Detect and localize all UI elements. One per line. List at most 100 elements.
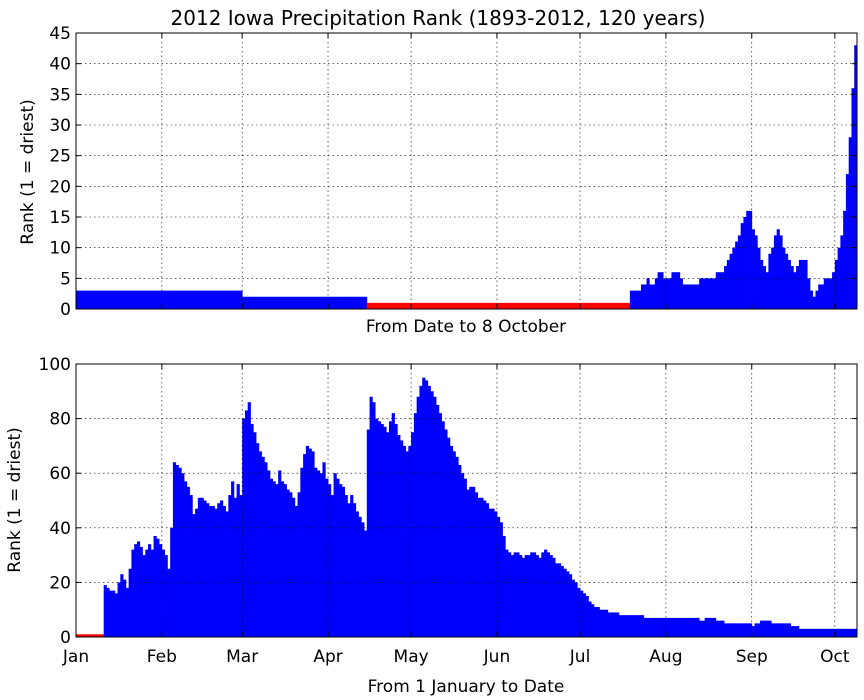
xtick-label-May: May xyxy=(394,647,429,667)
bar-p2-33 xyxy=(164,555,168,637)
ytick-label-p2-60: 60 xyxy=(49,464,71,484)
bar-p1-247 xyxy=(757,247,761,309)
bar-p1-106 xyxy=(366,302,631,309)
bar-p2-13 xyxy=(109,590,116,637)
bar-p2-152 xyxy=(494,511,498,637)
bar-p1-216 xyxy=(671,272,681,309)
bar-p1-276 xyxy=(837,247,841,309)
bar-p2-161 xyxy=(519,555,523,637)
bar-p2-142 xyxy=(466,489,470,637)
bar-p1-280 xyxy=(848,137,852,309)
bar-p2-94 xyxy=(333,473,337,637)
bars-layer xyxy=(76,45,858,637)
bar-p2-111 xyxy=(380,424,384,637)
bar-p1-241 xyxy=(740,223,744,309)
bar-p2-104 xyxy=(361,522,365,637)
bar-p2-51 xyxy=(214,508,218,637)
ytick-label-p2-80: 80 xyxy=(49,410,71,430)
bar-p2-132 xyxy=(438,413,442,637)
bar-p2-168 xyxy=(538,557,542,637)
bar-p2-172 xyxy=(549,555,553,637)
bar-p2-165 xyxy=(530,552,537,637)
bar-p1-243 xyxy=(746,210,753,309)
bar-p2-32 xyxy=(161,549,166,637)
bar-p2-145 xyxy=(474,492,478,637)
bar-p2-135 xyxy=(447,437,451,637)
bar-p2-65 xyxy=(253,432,257,637)
bar-p1-242 xyxy=(743,217,747,309)
bar-p2-140 xyxy=(460,473,465,637)
bar-p2-88 xyxy=(316,470,321,637)
bar-p2-105 xyxy=(364,530,368,637)
ytick-label-p1-30: 30 xyxy=(49,116,71,136)
bar-p2-97 xyxy=(341,486,346,637)
bar-p2-129 xyxy=(430,391,434,637)
bar-p1-260 xyxy=(793,272,797,309)
bar-p2-118 xyxy=(400,440,404,637)
bar-p2-262 xyxy=(798,628,858,637)
bar-p2-139 xyxy=(458,465,462,637)
bar-p2-86 xyxy=(311,451,315,637)
bar-p2-131 xyxy=(436,404,440,637)
bar-p2-153 xyxy=(496,516,501,637)
bar-p1-201 xyxy=(629,290,642,309)
bar-p1-213 xyxy=(663,278,672,309)
bar-p2-59 xyxy=(236,484,240,637)
bar-p1-237 xyxy=(729,253,733,309)
bar-p2-89 xyxy=(319,473,323,637)
bar-p2-246 xyxy=(754,623,761,637)
bar-p1-267 xyxy=(812,296,816,309)
bar-p2-154 xyxy=(499,522,503,637)
bar-p2-69 xyxy=(264,462,268,637)
bar-p2-122 xyxy=(411,432,415,637)
bar-p2-125 xyxy=(419,385,423,637)
bar-p2-93 xyxy=(330,495,334,637)
bar-p1-259 xyxy=(790,266,794,309)
bar-p2-1 xyxy=(76,634,105,637)
bar-p2-17 xyxy=(120,574,124,637)
bar-p2-169 xyxy=(541,552,545,637)
bar-p2-173 xyxy=(552,557,556,637)
bar-p2-110 xyxy=(377,421,382,637)
bar-p2-130 xyxy=(433,396,437,637)
bar-p2-74 xyxy=(278,470,282,637)
bar-p2-232 xyxy=(715,620,725,637)
ytick-label-p2-40: 40 xyxy=(49,519,71,539)
bar-p1-279 xyxy=(845,174,850,309)
bar-p2-134 xyxy=(444,429,448,637)
xtick-label-Jun: Jun xyxy=(483,647,511,667)
ytick-label-p1-5: 5 xyxy=(60,269,71,289)
xtick-label-Aug: Aug xyxy=(649,647,682,667)
bar-p2-99 xyxy=(347,503,351,637)
bar-p2-235 xyxy=(724,623,753,637)
bar-p2-41 xyxy=(186,486,190,637)
bar-p1-240 xyxy=(737,235,742,309)
bar-p2-180 xyxy=(571,579,575,637)
chart-title: 2012 Iowa Precipitation Rank (1893-2012,… xyxy=(171,6,706,30)
bar-p2-54 xyxy=(222,505,226,637)
bar-p2-30 xyxy=(156,538,160,637)
bar-p2-155 xyxy=(502,535,506,637)
ytick-label-p1-40: 40 xyxy=(49,55,71,75)
ytick-label-p1-0: 0 xyxy=(60,300,71,320)
bar-p2-62 xyxy=(244,410,249,637)
bar-p2-67 xyxy=(258,451,262,637)
bar-p2-252 xyxy=(771,623,791,637)
bar-p2-197 xyxy=(618,615,645,637)
bar-p2-148 xyxy=(483,500,487,637)
bar-p2-53 xyxy=(220,500,224,637)
bar-p2-127 xyxy=(424,380,429,637)
bar-p2-150 xyxy=(488,508,495,637)
ytick-label-p1-45: 45 xyxy=(49,24,71,44)
bar-p1-269 xyxy=(818,284,825,309)
bar-p2-72 xyxy=(272,481,276,637)
bar-p2-185 xyxy=(585,596,589,637)
bar-p2-146 xyxy=(477,497,484,637)
xtick-label-Mar: Mar xyxy=(226,647,258,667)
bar-p1-236 xyxy=(726,259,730,309)
xtick-label-Sep: Sep xyxy=(736,647,768,667)
bar-p1-253 xyxy=(773,235,778,309)
bar-p2-78 xyxy=(289,492,293,637)
bar-p2-158 xyxy=(510,555,514,637)
